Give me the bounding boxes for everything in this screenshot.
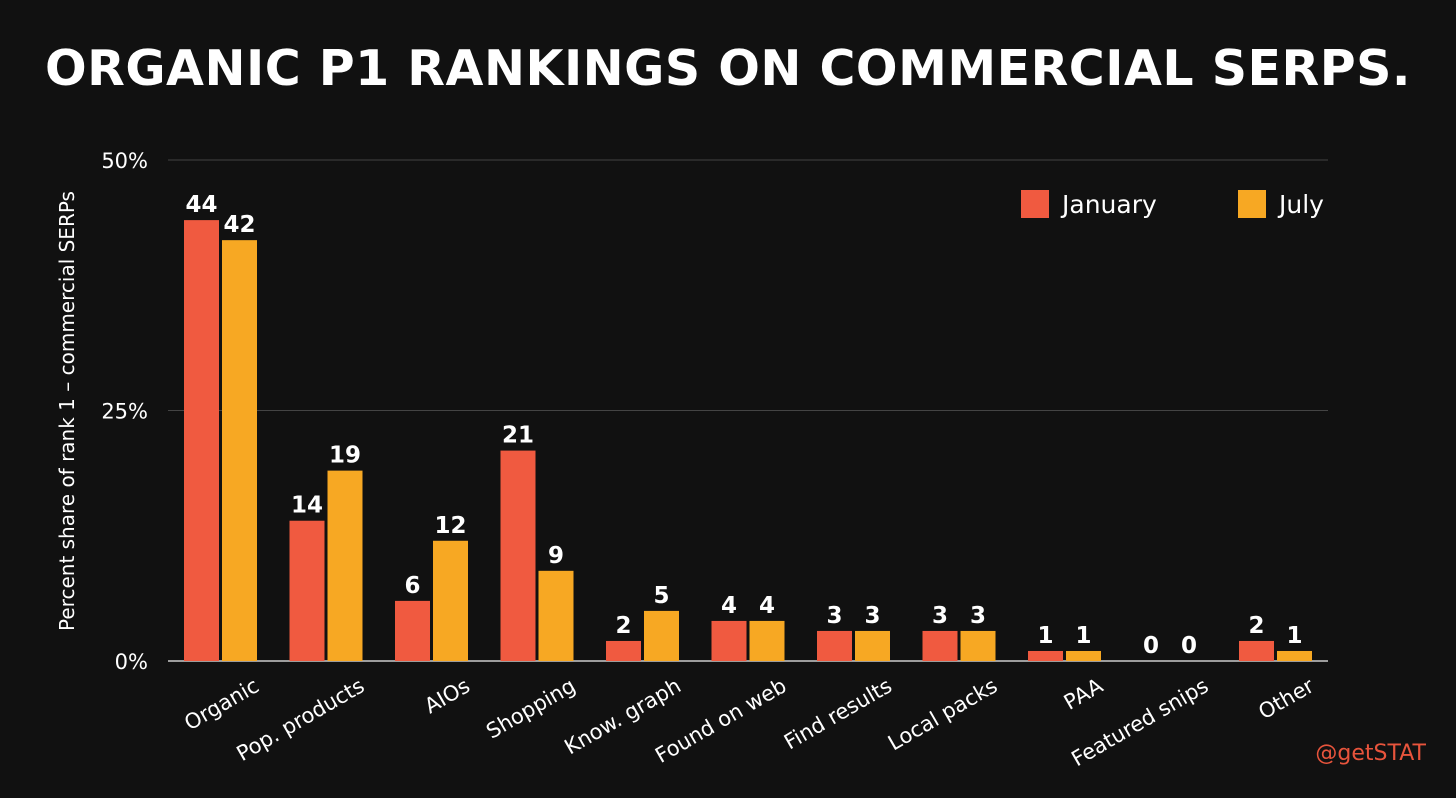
chart-title: ORGANIC P1 RANKINGS ON COMMERCIAL SERPS.	[44, 40, 1412, 97]
data-label: 12	[434, 513, 466, 539]
y-axis-label: Percent share of rank 1 – commercial SER…	[55, 191, 79, 631]
data-label: 0	[1181, 633, 1197, 659]
bar-january	[289, 520, 325, 661]
data-label: 44	[185, 192, 217, 218]
data-label: 19	[329, 443, 361, 469]
bar-july	[855, 630, 890, 661]
data-label: 4	[759, 593, 775, 619]
data-label: 6	[404, 573, 420, 599]
data-label: 3	[864, 603, 880, 629]
bar-january	[1028, 650, 1063, 661]
data-label: 3	[826, 603, 842, 629]
data-label: 0	[1143, 633, 1159, 659]
x-tick-label: Find results	[780, 674, 896, 755]
bar-july	[644, 610, 679, 661]
y-tick-label: 0%	[115, 650, 148, 674]
data-label: 3	[970, 603, 986, 629]
bar-january	[1239, 640, 1274, 661]
bar-january	[500, 450, 536, 661]
y-tick-label: 50%	[101, 149, 148, 173]
data-label: 4	[721, 593, 737, 619]
bar-july	[222, 240, 257, 661]
legend-swatch-july	[1238, 190, 1266, 218]
legend-swatch-january	[1021, 190, 1049, 218]
bar-july	[433, 540, 468, 661]
x-tick-label: Shopping	[482, 674, 579, 744]
y-tick-label: 25%	[101, 400, 148, 424]
data-label: 42	[223, 212, 255, 238]
bar-july	[538, 570, 574, 661]
data-label: 21	[502, 423, 534, 449]
bar-july	[1277, 650, 1312, 661]
watermark: @getSTAT	[1315, 741, 1426, 766]
bar-july	[327, 470, 363, 661]
data-label: 1	[1075, 623, 1091, 649]
x-tick-label: Organic	[180, 674, 263, 736]
bar-january	[395, 600, 430, 661]
data-label: 5	[653, 583, 669, 609]
data-label: 1	[1037, 623, 1053, 649]
bar-july	[749, 620, 785, 661]
bar-january	[922, 630, 958, 661]
bar-january	[817, 630, 852, 661]
x-tick-label: Local packs	[884, 674, 1002, 756]
legend-label-july: July	[1277, 190, 1324, 219]
data-label: 2	[1248, 613, 1264, 639]
x-tick-label: PAA	[1060, 673, 1108, 714]
x-tick-label: AIOs	[420, 674, 474, 719]
data-label: 3	[932, 603, 948, 629]
data-label: 14	[291, 493, 323, 519]
bar-july	[960, 630, 996, 661]
data-label: 2	[615, 613, 631, 639]
bar-january	[606, 640, 641, 661]
data-label: 1	[1286, 623, 1302, 649]
bar-july	[1066, 650, 1101, 661]
bar-january	[184, 220, 219, 661]
data-label: 9	[548, 543, 564, 569]
legend-label-january: January	[1060, 190, 1157, 219]
x-tick-label: Other	[1254, 673, 1318, 724]
bar-january	[711, 620, 747, 661]
